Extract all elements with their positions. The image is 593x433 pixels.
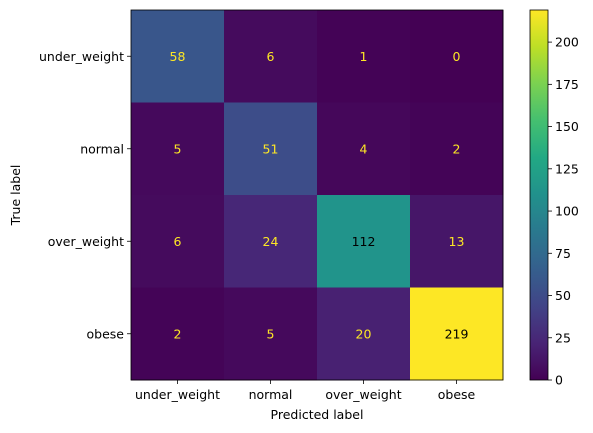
colorbar-tick-label: 25 <box>555 330 571 345</box>
matrix-cell-value-r1-c3: 2 <box>453 141 461 156</box>
matrix-cell-value-r0-c2: 1 <box>360 49 368 64</box>
matrix-cells <box>131 10 504 381</box>
y-tick-label: over_weight <box>48 234 124 249</box>
matrix-cell-value-r3-c2: 20 <box>356 326 372 341</box>
colorbar-tick-label: 75 <box>555 246 571 261</box>
colorbar-tick-label: 0 <box>555 373 563 388</box>
colorbar-tick-label: 100 <box>555 204 579 219</box>
x-tick-label: over_weight <box>325 387 401 402</box>
matrix-cell-value-r3-c3: 219 <box>445 326 469 341</box>
y-axis-label: True label <box>8 165 23 227</box>
colorbar-tick-label: 175 <box>555 77 579 92</box>
matrix-cell-value-r2-c3: 13 <box>449 234 465 249</box>
matrix-cell-r2-c1 <box>224 195 318 288</box>
x-tick-label: normal <box>249 387 293 402</box>
y-tick-label: normal <box>80 141 124 156</box>
matrix-cell-value-r2-c0: 6 <box>174 234 182 249</box>
matrix-cell-r3-c0 <box>131 287 225 381</box>
matrix-cell-value-r2-c2: 112 <box>352 234 376 249</box>
matrix-cell-r3-c2 <box>317 287 411 381</box>
matrix-cell-r1-c2 <box>317 102 411 196</box>
matrix-cell-value-r0-c1: 6 <box>267 49 275 64</box>
matrix-cell-r3-c3 <box>410 287 504 381</box>
matrix-cell-value-r3-c1: 5 <box>267 326 275 341</box>
plot-frame <box>130 9 504 381</box>
colorbar <box>530 10 548 380</box>
y-tick-label: obese <box>87 326 125 341</box>
matrix-cell-r0-c1 <box>224 10 318 103</box>
matrix-cell-value-r0-c3: 0 <box>453 49 461 64</box>
colorbar-ticks: 0 25 50 75 100 125 150 175 200 <box>548 35 579 388</box>
y-tick-label: under_weight <box>39 49 124 64</box>
matrix-cell-r0-c3 <box>410 10 504 103</box>
matrix-cell-value-r3-c0: 2 <box>174 326 182 341</box>
matrix-cell-r0-c2 <box>317 10 411 103</box>
matrix-cell-r1-c3 <box>410 102 504 196</box>
matrix-cell-value-r1-c2: 4 <box>360 141 368 156</box>
matrix-cell-value-r2-c1: 24 <box>263 234 279 249</box>
colorbar-tick-label: 125 <box>555 161 579 176</box>
matrix-cell-r1-c0 <box>131 102 225 196</box>
x-axis-label: Predicted label <box>271 407 364 422</box>
matrix-cell-value-r1-c1: 51 <box>263 141 279 156</box>
matrix-cell-r2-c0 <box>131 195 225 288</box>
colorbar-frame <box>529 9 549 381</box>
matrix-cell-value-r0-c0: 58 <box>170 49 186 64</box>
x-axis-ticks: under_weight normal over_weight obese <box>135 380 476 402</box>
colorbar-tick-label: 50 <box>555 288 571 303</box>
matrix-cell-r2-c3 <box>410 195 504 288</box>
matrix-cell-labels: 58 6 1 0 5 51 4 2 6 24 112 13 2 5 20 219 <box>170 49 469 342</box>
colorbar-tick-label: 150 <box>555 119 579 134</box>
x-tick-label: under_weight <box>135 387 220 402</box>
matrix-cell-r1-c1 <box>224 102 318 196</box>
colorbar-tick-label: 200 <box>555 35 579 50</box>
matrix-cell-r2-c2 <box>317 195 411 288</box>
matrix-cell-r0-c0 <box>131 10 225 103</box>
matrix-cell-value-r1-c0: 5 <box>174 141 182 156</box>
matrix-cell-r3-c1 <box>224 287 318 381</box>
x-tick-label: obese <box>438 387 476 402</box>
